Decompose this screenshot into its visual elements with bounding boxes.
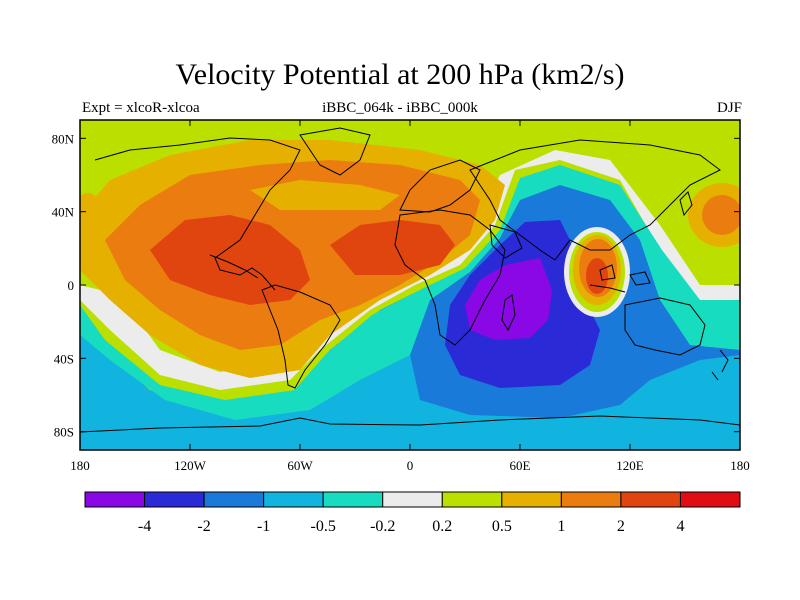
colorbar-swatch [620, 491, 681, 508]
colorbar-swatch [84, 491, 146, 508]
colorbar-label: -4 [138, 518, 151, 535]
season-label: DJF [716, 100, 742, 116]
x-tick-label: 120W [174, 458, 207, 473]
x-tick-label: 180 [730, 458, 750, 473]
colorbar-swatch [560, 491, 622, 508]
contour-band-1-wrap [80, 193, 102, 237]
colorbar-swatch [322, 491, 384, 508]
contour-band-4-americas [150, 215, 310, 305]
contour-band-1-northatlantic [250, 180, 400, 210]
difference-label: iBBC_064k - iBBC_000k [322, 100, 478, 116]
colorbar-label: -2 [197, 518, 210, 535]
colorbar-label: 1 [557, 518, 565, 535]
x-axis: 180 120W 60W 0 60E 120E 180 [70, 120, 750, 473]
coastline-madagascar [501, 294, 516, 332]
contour-band-2-npacific [702, 195, 740, 235]
colorbar-swatch [263, 491, 324, 508]
colorbar-label: 2 [617, 518, 625, 535]
coastline-greenland [299, 127, 371, 176]
y-axis: 80N 40N 0 40S 80S [52, 131, 740, 440]
colorbar-label: 4 [676, 518, 684, 535]
colorbar-label: -1 [257, 518, 270, 535]
coastline-north-america [94, 137, 301, 291]
x-tick-label: 60W [287, 458, 313, 473]
coastline-asia [469, 139, 721, 261]
colorbar-label: -0.2 [370, 518, 395, 535]
coastline-indonesia [589, 264, 651, 293]
plot-title: Velocity Potential at 200 hPa (km2/s) [175, 58, 625, 91]
colorbar-label: 0.5 [492, 518, 512, 535]
x-tick-label: 180 [70, 458, 90, 473]
coastline-south-america [261, 284, 341, 389]
contour-field [80, 120, 740, 450]
colorbar-swatch [382, 491, 443, 508]
colorbar-label: -0.5 [311, 518, 336, 535]
coastline-africa [394, 209, 506, 346]
y-tick-label: 80S [54, 425, 74, 440]
x-tick-label: 120E [616, 458, 644, 473]
coastline-antarctica [80, 415, 740, 433]
coastline-new-zealand [711, 349, 729, 381]
colorbar-swatch [679, 491, 741, 508]
y-tick-label: 40N [52, 205, 75, 220]
contour-band-4-maritime [586, 258, 608, 294]
coastline-australia [624, 297, 706, 356]
coastline-central-america [209, 254, 259, 279]
coastlines [80, 127, 740, 433]
coastline-arabia [489, 224, 523, 259]
x-tick-label: 60E [510, 458, 531, 473]
colorbar-swatch [203, 491, 265, 508]
y-tick-label: 0 [68, 278, 75, 293]
colorbar-swatch [441, 491, 503, 508]
experiment-label: Expt = xlcoR-xlcoa [82, 100, 200, 116]
colorbar: -4 -2 -1 -0.5 -0.2 0.2 0.5 1 2 4 [84, 491, 741, 535]
contour-band--4 [465, 258, 552, 340]
y-tick-label: 80N [52, 131, 75, 146]
coastline-japan [679, 191, 693, 217]
y-tick-label: 40S [54, 351, 74, 366]
contour-band-4-atlantic [330, 220, 455, 275]
coastline-europe [399, 159, 481, 213]
colorbar-label: 0.2 [432, 518, 452, 535]
x-tick-label: 0 [407, 458, 414, 473]
colorbar-swatch [501, 491, 562, 508]
colorbar-swatch [144, 491, 205, 508]
